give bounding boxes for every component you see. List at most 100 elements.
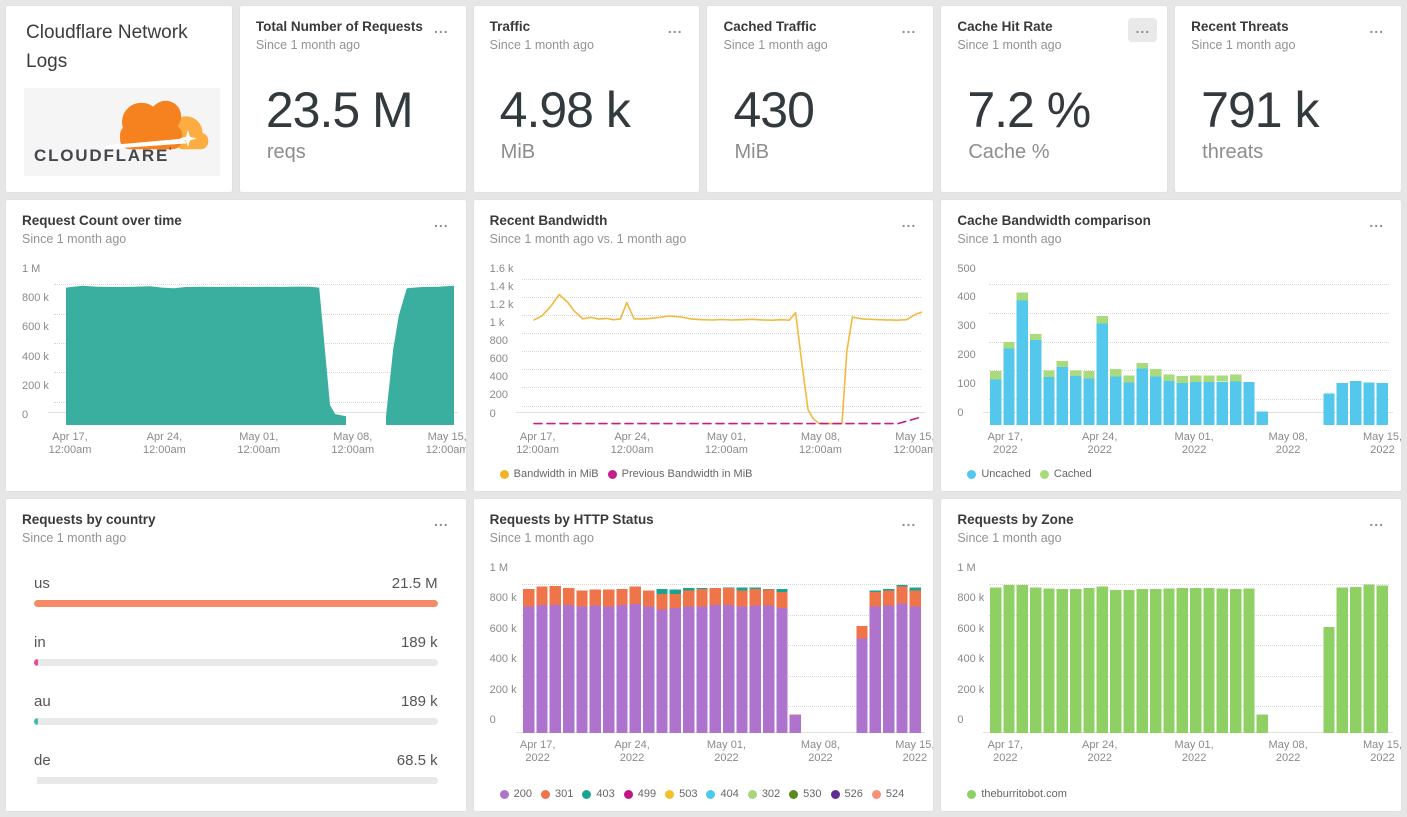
country-bar-track [34,777,438,784]
legend-item[interactable]: Uncached [967,468,1031,480]
gridline [521,351,922,353]
y-axis-label: 100 [957,377,976,390]
legend-item[interactable]: 530 [789,788,822,800]
y-axis-label: 800 k [489,592,517,605]
legend-dot [1039,469,1049,479]
request-count-chart[interactable]: 1 M 800 k 600 k 400 k 200 k 0 Apr 17, 12:00am Ap… [6,246,466,465]
panel-subtitle: Since 1 month ago [957,231,1062,246]
stat-unit: reqs [266,141,306,163]
stats-row: Cloudflare Network Logs CLOUDFLARE' Tota… [5,5,1402,193]
plot-area [515,569,926,733]
panel-menu-button[interactable]: ... [895,18,924,42]
stat-value: 430 [733,82,814,138]
legend-dot [541,789,551,799]
y-axis-label: 1 M [22,262,41,275]
legend-item[interactable]: 404 [706,788,739,800]
panel-menu-button[interactable]: ... [427,511,456,535]
gridline [989,283,1389,285]
legend-dot [789,789,799,799]
x-axis-label: May 01, 12:00am [705,430,748,456]
panel-menu-button[interactable]: ... [895,511,924,535]
recent-bandwidth-chart[interactable]: 1.6 k 1.4 k 1.2 k 1 k 800 600 400 200 0 Apr 17, 12… [474,246,934,465]
panel-subtitle: Since 1 month ago [1191,38,1296,52]
charts-row-1: Request Count over time Since 1 month ag… [5,198,1402,492]
legend-dot [967,789,977,799]
cloudflare-cloud-icon [103,100,209,150]
plot-area [983,270,1393,425]
requests-by-http-status-chart[interactable]: 1 M 800 k 600 k 400 k 200 k 0 Apr 17, 2022 Apr 2… [474,545,934,785]
chart-legend: 200 301 403 499 503 404 302 530 526 524 [474,785,934,811]
panel-menu-button[interactable]: ... [661,18,690,42]
legend-item[interactable]: 200 [499,788,532,800]
panel-title: Requests by Zone [957,512,1074,527]
panel-title: Cached Traffic [723,19,817,34]
chart-legend: Uncached Cached [941,465,1401,491]
legend-label: 503 [679,788,698,800]
x-axis-label: May 08, 12:00am [799,430,842,456]
gridline [521,675,922,677]
panel-title: Traffic [489,19,531,34]
legend-item[interactable]: 526 [830,788,863,800]
x-axis-label: Apr 17, 2022 [987,739,1024,764]
legend-item[interactable]: 524 [871,788,904,800]
requests-by-zone-chart[interactable]: 1 M 800 k 600 k 400 k 200 k 0 Apr 17, 2022 Apr 2… [941,545,1401,785]
country-value: 68.5 k [396,752,438,769]
panel-menu-button[interactable]: ... [1362,511,1391,535]
plot-area [515,270,926,424]
x-axis-label: May 15, 2022 [1362,430,1402,456]
legend-item[interactable]: 302 [747,788,780,800]
country-bar-track [34,718,438,725]
legend-item[interactable]: 499 [623,788,656,800]
legend-dot [967,469,977,479]
gridline [521,387,922,389]
panel-cloudflare-logo: Cloudflare Network Logs CLOUDFLARE' [5,5,233,193]
legend-item[interactable]: Cached [1039,468,1092,480]
legend-dot [623,789,633,799]
panel-title: Requests by HTTP Status [489,512,654,527]
x-axis-label: May 15, 2022 [895,739,935,764]
stat-value: 791 k [1201,82,1319,138]
country-row: de 68.5 k [34,752,438,784]
legend-dot [607,469,617,479]
legend-item[interactable]: 301 [541,788,573,800]
panel-menu-button[interactable]: ... [1128,18,1158,42]
x-axis-label: Apr 24, 12:00am [142,430,186,456]
gridline [989,614,1389,616]
x-axis-label: Apr 17, 2022 [519,739,556,764]
x-axis-label: May 01, 2022 [1174,430,1214,456]
gridline [521,405,922,407]
gridline [989,370,1389,372]
x-axis-label: May 01, 2022 [706,739,747,764]
legend-item[interactable]: Previous Bandwidth in MiB [607,468,753,480]
gridline [989,645,1389,647]
x-axis-line [515,412,926,413]
y-axis-label: 400 [957,291,976,304]
y-axis-label: 500 [957,262,976,275]
x-axis-label: May 01, 2022 [1174,739,1214,764]
chart-legend [6,465,466,491]
country-label: in [34,634,46,651]
panel-menu-button[interactable]: ... [427,212,456,236]
y-axis-label: 1 M [489,562,508,574]
y-axis-label: 400 k [489,653,517,666]
legend-item[interactable]: theburritobot.com [967,788,1067,800]
gridline [521,296,922,298]
panel-menu-button[interactable]: ... [1362,212,1391,236]
plot-area [48,270,458,425]
panel-menu-button[interactable]: ... [427,18,456,42]
panel-requests-by-http-status: Requests by HTTP Status Since 1 month ag… [472,498,935,812]
stat-value: 7.2 % [967,82,1091,138]
legend-item[interactable]: 503 [665,788,697,800]
chart-svg [522,585,921,733]
panel-menu-button[interactable]: ... [895,212,924,236]
legend-item[interactable]: 403 [582,788,615,800]
cache-bandwidth-chart[interactable]: 500 400 300 200 100 0 Apr 17, 2022 Apr 24, 2022 Ma… [941,246,1401,465]
gridline [521,314,922,316]
legend-item[interactable]: Bandwidth in MiB [499,468,599,480]
legend-dot [747,789,757,799]
panel-menu-button[interactable]: ... [1362,18,1391,42]
panel-requests-by-zone: Requests by Zone Since 1 month ago ... 1… [940,498,1402,812]
legend-label: 530 [803,788,822,800]
requests-by-country-list[interactable]: us 21.5 M in 189 k au 189 k de 68.5 k [6,545,466,811]
country-bar-fill [34,659,38,666]
